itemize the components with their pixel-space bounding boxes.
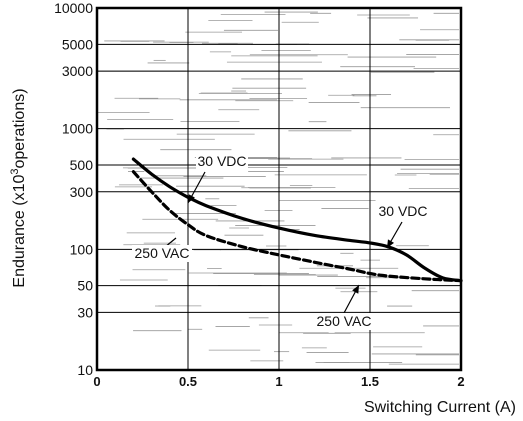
annotation-label-bg (314, 313, 374, 330)
y-tick-label: 100 (70, 241, 94, 257)
annotation-label-bg (377, 203, 429, 220)
annotation-label-bg (132, 245, 192, 262)
y-axis-ticks: 10000 5000 3000 1000 500 300 100 50 30 10 (54, 0, 93, 378)
x-axis-ticks: 0 0.5 1 1.5 2 (93, 374, 464, 389)
annotation-label-bg (196, 153, 248, 170)
y-tick-label: 300 (70, 184, 94, 200)
x-axis-title: Switching Current (A) (364, 399, 516, 416)
y-tick-label: 10 (77, 362, 93, 378)
y-axis-title-suffix: operations) (11, 88, 28, 168)
annotation-label: 30 VDC (197, 153, 246, 169)
annotation-arrowhead (387, 239, 395, 248)
series-line-1 (131, 170, 463, 283)
y-axis-title-sup: 3 (9, 168, 21, 174)
y-tick-label: 50 (77, 278, 93, 294)
plot-frame (95, 6, 463, 372)
annotation-label: 30 VDC (378, 203, 427, 219)
y-axis-title-prefix: Endurance (x10 (11, 175, 28, 288)
x-tick-label: 1 (275, 374, 282, 389)
x-tick-label: 2 (457, 374, 464, 389)
x-tick-label: 1.5 (361, 374, 379, 389)
annotations: 30 VDC 250 VAC 30 VDC 250 VAC (132, 153, 429, 330)
y-tick-label: 5000 (62, 36, 93, 52)
y-axis-title: Endurance (x103operations) (9, 88, 28, 287)
y-tick-label: 10000 (54, 0, 93, 16)
x-tick-label: 0.5 (179, 374, 197, 389)
y-tick-label: 500 (70, 157, 94, 173)
series-line-0 (131, 157, 463, 283)
x-tick-label: 0 (93, 374, 100, 389)
annotation-arrowhead (352, 285, 359, 294)
annotation-arrowhead (188, 194, 195, 203)
y-tick-label: 3000 (62, 63, 93, 79)
annotation-label: 250 VAC (317, 313, 372, 329)
y-tick-label: 30 (77, 304, 93, 320)
series-lines (131, 157, 463, 283)
y-tick-label: 1000 (62, 121, 93, 137)
annotation-label: 250 VAC (135, 245, 190, 261)
